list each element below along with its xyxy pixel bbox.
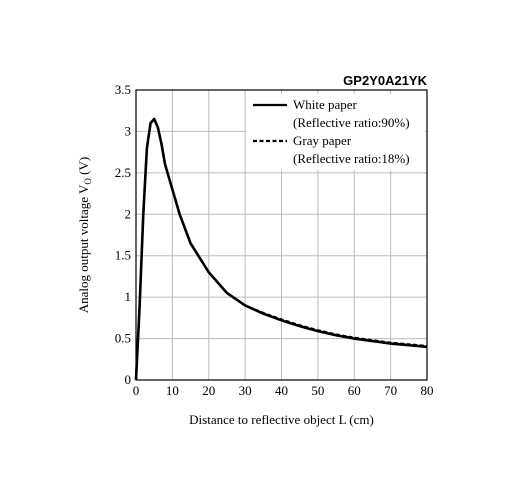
x-axis-label: Distance to reflective object L (cm) xyxy=(189,412,374,427)
y-axis-label: Analog output voltage VO (V) xyxy=(76,157,93,313)
y-tick-label: 0 xyxy=(125,372,132,387)
x-tick-label: 40 xyxy=(275,383,288,398)
legend: White paper (Reflective ratio:90%) Gray … xyxy=(247,94,425,170)
x-tick-label: 50 xyxy=(311,383,324,398)
x-tick-label: 60 xyxy=(348,383,361,398)
y-tick-label: 2.5 xyxy=(115,165,131,180)
plot-frame xyxy=(135,89,428,381)
y-axis-label-unit: (V) xyxy=(76,157,91,178)
series-layer xyxy=(134,117,428,381)
legend-label-white-paper: White paper xyxy=(293,97,358,112)
legend-detail-white-paper: (Reflective ratio:90%) xyxy=(293,115,410,130)
x-tick-label: 0 xyxy=(133,383,140,398)
y-tick-label: 3 xyxy=(125,123,132,138)
y-axis-label-subscript: O xyxy=(83,178,93,185)
y-tick-label: 3.5 xyxy=(115,82,131,97)
x-tick-label: 80 xyxy=(421,383,434,398)
y-tick-label: 1.5 xyxy=(115,248,131,263)
y-axis-label-main: Analog output voltage V xyxy=(76,184,91,313)
x-tick-label: 10 xyxy=(166,383,179,398)
tick-labels: 0 10 20 30 40 50 60 70 80 0 0.5 1 1.5 2 2.5 3 3.5 xyxy=(115,82,434,398)
y-tick-label: 0.5 xyxy=(115,331,131,346)
legend-background xyxy=(247,94,425,170)
legend-detail-gray-paper: (Reflective ratio:18%) xyxy=(293,151,410,166)
x-tick-label: 30 xyxy=(239,383,252,398)
x-tick-label: 20 xyxy=(202,383,215,398)
x-tick-label: 70 xyxy=(384,383,397,398)
y-tick-label: 2 xyxy=(125,206,132,221)
series-line-gray-paper xyxy=(134,117,428,381)
y-tick-label: 1 xyxy=(125,289,132,304)
legend-label-gray-paper: Gray paper xyxy=(293,133,352,148)
chart-title: GP2Y0A21YK xyxy=(343,73,427,88)
